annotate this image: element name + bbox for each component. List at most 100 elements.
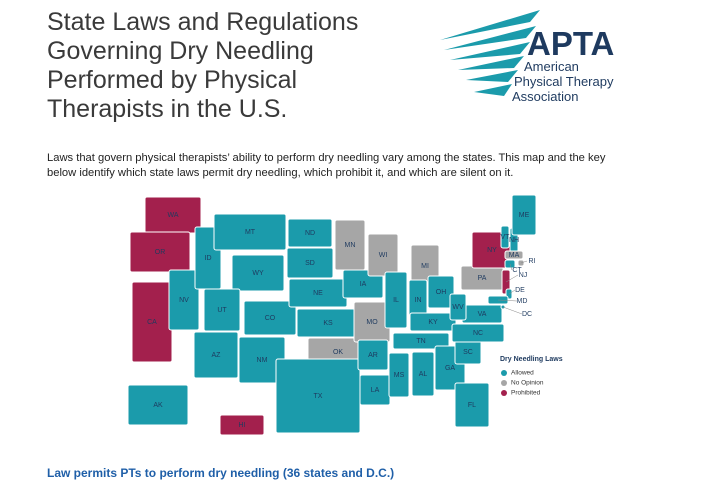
state-label: DC: [522, 311, 532, 318]
state-label: MO: [366, 319, 378, 326]
state-label: MT: [245, 229, 256, 236]
state-label: NH: [509, 237, 519, 244]
state: [388, 352, 410, 398]
state: [243, 300, 297, 336]
state-label: GA: [445, 365, 455, 372]
leader-line: [508, 289, 516, 295]
state-label: MI: [421, 263, 429, 270]
state: [511, 194, 537, 236]
state-label: OR: [155, 249, 166, 256]
legend-swatch: [501, 370, 507, 376]
state: [409, 312, 457, 332]
legend-label: No Opinion: [511, 380, 544, 387]
state-label: NV: [179, 297, 189, 304]
logo-mark: [440, 10, 540, 96]
section-heading: Law permits PTs to perform dry needling …: [47, 466, 395, 480]
state: [342, 269, 384, 299]
state-label: FL: [468, 402, 476, 409]
state-label: UT: [217, 307, 227, 314]
state-label: OH: [436, 289, 447, 296]
state: [504, 250, 524, 260]
state-label: LA: [371, 387, 380, 394]
leader-line: [505, 274, 519, 283]
state-label: NJ: [519, 272, 528, 279]
state-label: NE: [313, 290, 323, 297]
state-label: DE: [515, 287, 525, 294]
state: [219, 414, 265, 436]
state-label: KS: [323, 320, 333, 327]
state-label: TX: [314, 393, 323, 400]
state: [213, 213, 287, 251]
logo-abbr: APTA: [527, 25, 614, 62]
state-label: NY: [487, 247, 497, 254]
state-label: RI: [529, 258, 536, 265]
title: State Laws and Regulations Governing Dry…: [47, 8, 359, 123]
state-label: CT: [512, 267, 522, 274]
logo-name: Physical Therapy: [514, 74, 614, 89]
state-label: IL: [393, 297, 399, 304]
state-label: ID: [205, 255, 212, 262]
leader-line: [497, 299, 518, 302]
logo-name: American: [524, 59, 579, 74]
state: [449, 293, 467, 321]
state-label: SC: [463, 349, 473, 356]
state: [451, 323, 505, 343]
state-label: AR: [368, 352, 378, 359]
state: [411, 351, 435, 397]
state-label: CO: [265, 315, 276, 322]
state: [454, 382, 490, 428]
state-label: AZ: [212, 352, 222, 359]
state-label: NC: [473, 330, 483, 337]
state-label: WY: [252, 270, 264, 277]
state-label: CA: [147, 319, 157, 326]
state: [427, 275, 455, 309]
leader-line: [502, 306, 523, 315]
leader-line: [520, 260, 528, 264]
state: [286, 247, 334, 279]
state-label: MN: [345, 242, 356, 249]
state: [127, 384, 189, 426]
state: [392, 332, 450, 350]
state-label: WI: [379, 252, 388, 259]
state: [193, 331, 239, 379]
state-label: OK: [333, 349, 343, 356]
state: [287, 218, 333, 248]
state-label: IN: [415, 297, 422, 304]
state: [231, 254, 285, 292]
state-label: AL: [419, 371, 428, 378]
state: [129, 231, 191, 273]
state-label: VT: [501, 234, 511, 241]
leader-line: [509, 263, 513, 271]
state: [357, 339, 389, 371]
state-label: IA: [360, 281, 367, 288]
state-label: WA: [167, 212, 178, 219]
state-label: PA: [478, 275, 487, 282]
logo-name: Association: [512, 89, 578, 104]
state: [168, 269, 200, 331]
legend-label: Allowed: [511, 370, 534, 377]
state-label: HI: [239, 422, 246, 429]
state-label: MS: [394, 372, 405, 379]
legend-title: Dry Needling Laws: [500, 356, 563, 363]
legend-label: Prohibited: [511, 390, 541, 397]
state-label: AK: [153, 402, 163, 409]
legend-swatch: [501, 390, 507, 396]
state-label: ME: [519, 212, 530, 219]
state: [367, 233, 399, 277]
state-label: SD: [305, 260, 315, 267]
state-label: MA: [509, 252, 520, 259]
state-label: KY: [428, 319, 438, 326]
state: [203, 288, 241, 332]
legend-swatch: [501, 380, 507, 386]
state: [500, 225, 510, 249]
state: [384, 271, 408, 329]
intro: Laws that govern physical therapists’ ab…: [47, 152, 606, 179]
state-label: WV: [452, 304, 464, 311]
state-label: NM: [257, 357, 268, 364]
state-label: MD: [517, 298, 528, 305]
state-label: TN: [416, 338, 425, 345]
state-label: ND: [305, 230, 315, 237]
state-label: VA: [478, 311, 487, 318]
